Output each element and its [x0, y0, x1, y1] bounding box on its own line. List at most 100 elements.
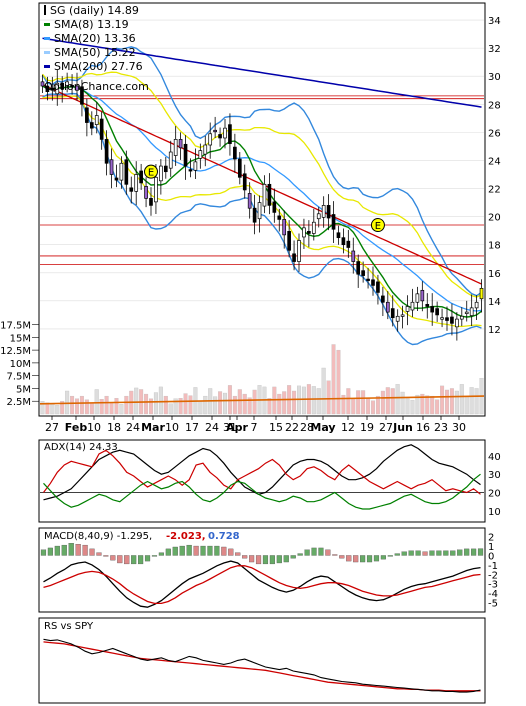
- candle-body: [60, 82, 65, 90]
- candle-body: [361, 270, 365, 276]
- macd-histogram-bar: [311, 547, 317, 556]
- candle-body: [336, 232, 341, 239]
- bollinger-upper-band: [41, 46, 482, 297]
- macd-histogram-bar: [373, 555, 380, 562]
- candle-body: [440, 317, 444, 320]
- adx-tick-label: 40: [488, 452, 501, 463]
- volume-tick-label: 17.5M: [0, 321, 31, 332]
- volume-bar: [232, 395, 237, 415]
- candle-body: [129, 187, 134, 192]
- volume-bar: [380, 390, 385, 415]
- macd-histogram-bar: [172, 546, 178, 556]
- x-tick-label: 24: [126, 421, 140, 434]
- volume-bar: [134, 387, 139, 415]
- macd-histogram-bar: [221, 546, 227, 556]
- volume-bar: [119, 404, 124, 415]
- x-tick-label: May: [310, 421, 335, 434]
- macd-histogram-bar: [290, 555, 296, 559]
- volume-bar: [168, 403, 173, 415]
- volume-bar: [178, 398, 183, 415]
- candle-body: [381, 295, 385, 303]
- candle-body: [149, 198, 153, 206]
- volume-bar: [144, 393, 149, 415]
- macd-histogram-bar: [131, 555, 137, 565]
- x-tick-label: 27: [379, 421, 393, 434]
- candle-body: [297, 240, 301, 262]
- candle-body: [237, 158, 242, 178]
- volume-bar: [79, 395, 84, 415]
- volume-bar: [336, 349, 341, 415]
- volume-bar: [311, 386, 316, 415]
- macd-histogram-bar: [82, 544, 88, 556]
- candle-body: [203, 144, 208, 155]
- macd-histogram-bar: [415, 550, 421, 556]
- candle-body: [395, 315, 400, 322]
- candle-body: [479, 288, 484, 300]
- volume-bar: [247, 397, 252, 415]
- volume-tick-label: 5M: [16, 384, 31, 395]
- envelope-upper: [41, 71, 482, 298]
- volume-bar: [84, 399, 89, 415]
- candle-body: [455, 318, 459, 328]
- candle-body: [400, 314, 405, 317]
- candle-body: [302, 227, 306, 238]
- price-legend: SG (daily) 14.89 SMA(8) 13.19 SMA(20) 13…: [44, 4, 149, 93]
- volume-bar: [405, 398, 410, 415]
- legend-label-sma8: SMA(8) 13.19: [54, 18, 129, 31]
- sma200-line: [42, 37, 482, 108]
- macd-histogram-bar: [332, 554, 338, 556]
- volume-bar: [440, 385, 445, 415]
- candle-body: [65, 81, 69, 86]
- candle-body: [109, 159, 114, 175]
- macd-histogram-bar: [297, 553, 303, 556]
- macd-histogram-bar: [387, 555, 393, 557]
- macd-histogram-bar: [158, 552, 164, 556]
- volume-tick-label: 2.5M: [6, 397, 31, 408]
- sma20-line: [42, 85, 482, 312]
- macd-histogram-bar: [228, 548, 234, 556]
- macd-histogram-bar: [89, 548, 95, 556]
- x-tick-label: 17: [185, 421, 199, 434]
- candle-body: [331, 214, 336, 230]
- volume-bar: [326, 380, 331, 415]
- price-tick-label: 16: [488, 269, 501, 280]
- legend-swatch-sma50: [44, 51, 50, 54]
- macd-histogram-bar: [68, 543, 74, 556]
- price-tick-label: 26: [488, 128, 501, 139]
- macd-histogram-bar: [269, 555, 275, 565]
- macd-tick-label: -1: [488, 561, 498, 572]
- macd-histogram-bar: [193, 545, 199, 556]
- volume-bar: [277, 393, 282, 415]
- volume-bar: [237, 389, 242, 415]
- candle-body: [193, 161, 198, 171]
- legend-swatch-sma20: [44, 37, 50, 40]
- candle-body: [134, 174, 139, 192]
- volume-bar: [390, 388, 395, 415]
- legend-label-sma20: SMA(20) 13.36: [54, 32, 136, 45]
- macd-histogram-bar: [366, 555, 373, 563]
- macd-histogram-bar: [429, 550, 435, 556]
- candle-body: [242, 173, 247, 191]
- volume-tick-label: 12.5M: [0, 346, 31, 357]
- candle-body: [267, 183, 272, 206]
- rs-average-line: [43, 641, 481, 692]
- macd-histogram-bar: [96, 552, 102, 556]
- candle-body: [223, 127, 227, 139]
- candle-body: [450, 316, 454, 324]
- volume-bar: [163, 395, 168, 415]
- macd-histogram-bar: [401, 551, 407, 556]
- volume-bar: [316, 388, 321, 415]
- volume-bar: [158, 386, 163, 415]
- macd-histogram-bar: [276, 555, 282, 564]
- candle-body: [287, 231, 291, 251]
- macd-tick-label: -2: [488, 570, 498, 581]
- candle-body: [316, 213, 321, 220]
- macd-signal-line: [43, 565, 481, 605]
- candle-body: [474, 301, 479, 309]
- earnings-marker-label: E: [148, 168, 154, 179]
- envelope-lower: [42, 95, 482, 328]
- volume-bar: [361, 390, 366, 415]
- macd-histogram-bar: [283, 555, 289, 563]
- legend-swatch-sma200: [44, 65, 50, 68]
